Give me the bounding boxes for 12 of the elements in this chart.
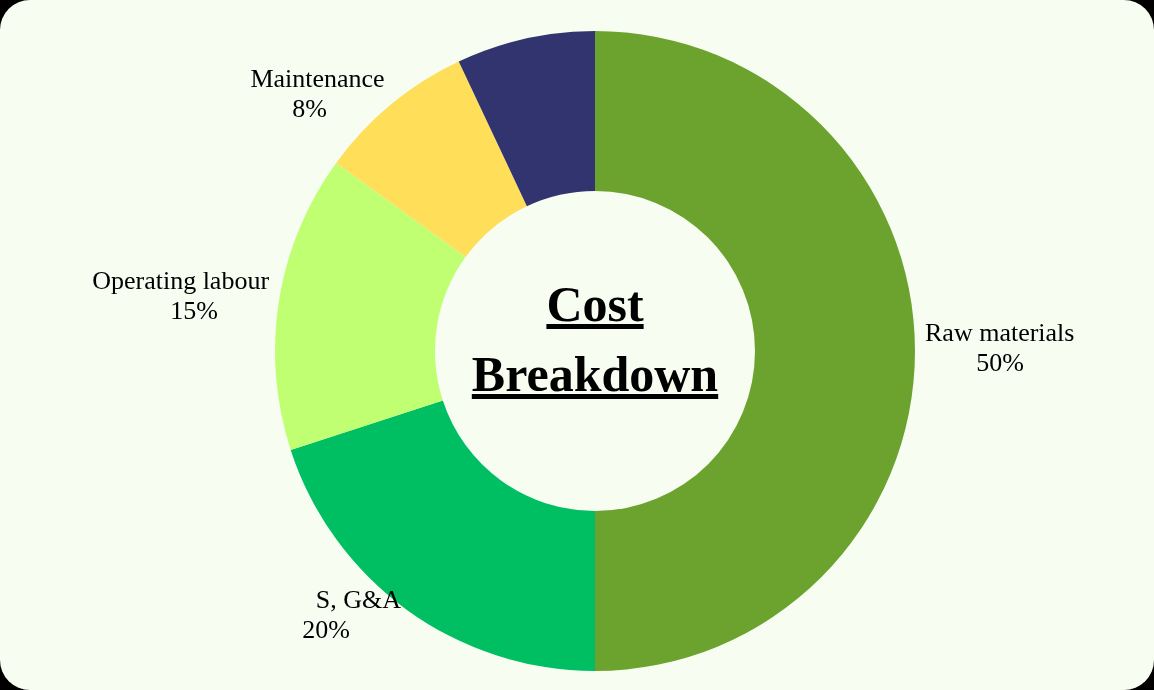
donut-slice <box>275 162 466 450</box>
slice-label: Operating labour <box>92 266 270 296</box>
donut-slice <box>458 31 595 207</box>
slice-label: Raw materials <box>925 318 1075 347</box>
data-label: 8% <box>292 93 327 123</box>
slice-label: Maintenance <box>250 63 385 93</box>
slice-label: S, G&A <box>315 584 402 614</box>
text: Cost Breakdown <box>471 276 719 402</box>
donut-slice <box>290 400 595 671</box>
data-label: 20% <box>302 614 350 644</box>
data-label: 50% <box>976 348 1024 377</box>
data-label: 15% <box>170 296 218 326</box>
